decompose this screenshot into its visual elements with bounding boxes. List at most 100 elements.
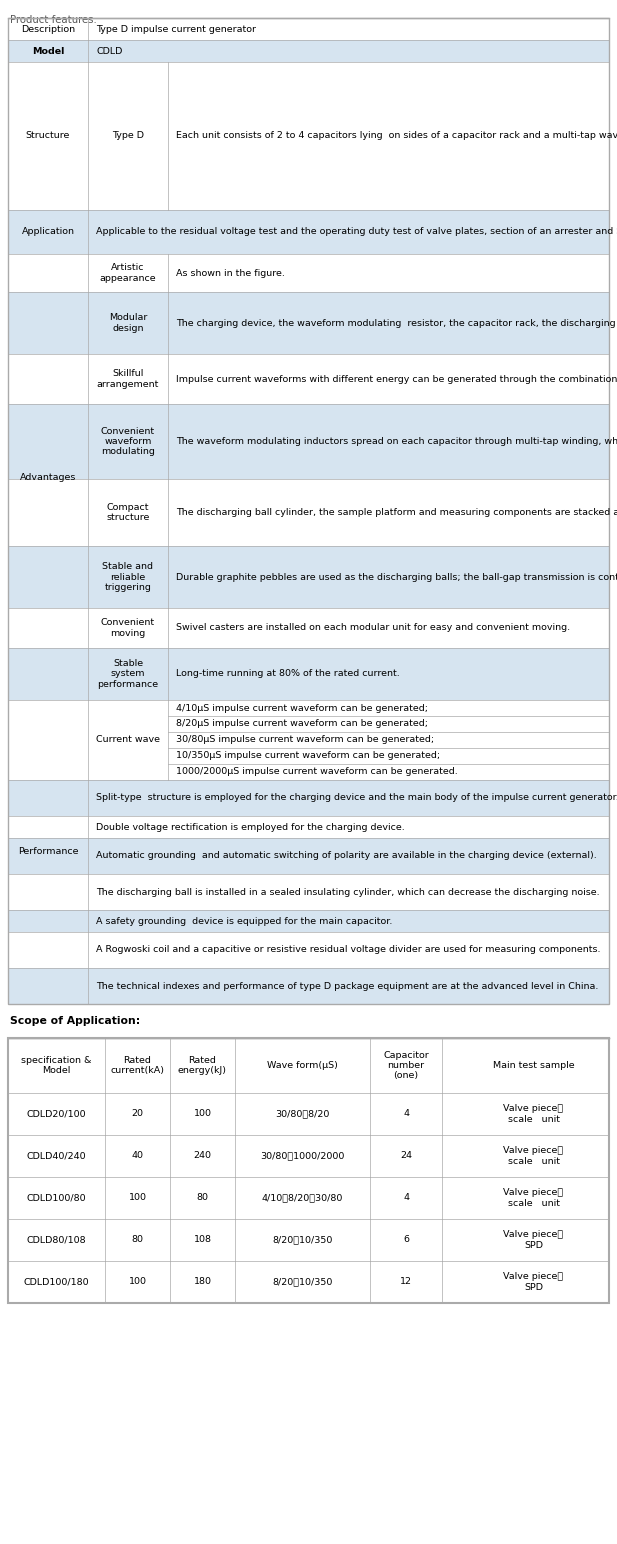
Text: Modular
design: Modular design [109,313,147,332]
Bar [8,62,609,210]
Text: Applicable to the residual voltage test and the operating duty test of valve pla: Applicable to the residual voltage test … [96,227,617,236]
Text: 4: 4 [403,1194,409,1203]
Text: Each unit consists of 2 to 4 capacitors lying  on sides of a capacitor rack and : Each unit consists of 2 to 4 capacitors … [176,131,617,141]
Bar [8,1038,609,1093]
Text: Convenient
moving: Convenient moving [101,618,155,638]
Bar [8,968,609,1004]
Text: Capacitor
number
(one): Capacitor number (one) [383,1050,429,1081]
Text: Scope of Application:: Scope of Application: [10,1016,140,1027]
Text: The charging device, the waveform modulating  resistor, the capacitor rack, the : The charging device, the waveform modula… [176,318,617,327]
Text: Type D impulse current generator: Type D impulse current generator [96,25,256,34]
Bar [8,479,609,547]
Bar [8,255,609,292]
Text: Product features:: Product features: [10,15,97,25]
Text: The discharging ball cylinder, the sample platform and measuring components are : The discharging ball cylinder, the sampl… [176,508,617,517]
Bar [8,933,609,968]
Text: 80: 80 [196,1194,209,1203]
Text: Split-type  structure is employed for the charging device and the main body of t: Split-type structure is employed for the… [96,794,617,803]
Bar [8,1038,609,1303]
Bar [8,780,609,815]
Text: 10/350μS impulse current waveform can be generated;: 10/350μS impulse current waveform can be… [176,752,440,761]
Text: As shown in the figure.: As shown in the figure. [176,269,285,278]
Text: Main test sample: Main test sample [493,1061,574,1070]
Text: The technical indexes and performance of type D package equipment are at the adv: The technical indexes and performance of… [96,982,598,991]
Text: 4/10、8/20、30/80: 4/10、8/20、30/80 [262,1194,343,1203]
Text: Description: Description [21,25,75,34]
Text: 24: 24 [400,1152,412,1161]
Text: 80: 80 [131,1235,144,1244]
Text: 180: 180 [194,1277,212,1286]
Text: CDLD20/100: CDLD20/100 [27,1110,86,1118]
Text: 100: 100 [194,1110,212,1118]
Text: The discharging ball is installed in a sealed insulating cylinder, which can dec: The discharging ball is installed in a s… [96,888,600,897]
Text: 100: 100 [128,1194,146,1203]
Text: 6: 6 [403,1235,409,1244]
Text: CDLD100/80: CDLD100/80 [27,1194,86,1203]
Bar [8,40,609,62]
Text: Application: Application [22,227,75,236]
Text: 30/80、1000/2000: 30/80、1000/2000 [260,1152,345,1161]
Bar [8,1177,609,1220]
Bar [8,838,609,874]
Text: Valve piece、
scale   unit: Valve piece、 scale unit [503,1104,563,1124]
Text: Durable graphite pebbles are used as the discharging balls; the ball-gap transmi: Durable graphite pebbles are used as the… [176,573,617,582]
Bar [8,547,609,608]
Text: 30/80、8/20: 30/80、8/20 [275,1110,329,1118]
Bar [8,1261,609,1303]
Text: 100: 100 [128,1277,146,1286]
Text: 4/10μS impulse current waveform can be generated;: 4/10μS impulse current waveform can be g… [176,704,428,712]
Bar [8,1220,609,1261]
Text: Valve piece、
scale   unit: Valve piece、 scale unit [503,1189,563,1207]
Text: Rated
current(kA): Rated current(kA) [110,1056,165,1075]
Text: CDLD: CDLD [96,46,122,56]
Text: specification &
Model: specification & Model [22,1056,92,1075]
Bar [8,648,609,699]
Text: Stable and
reliable
triggering: Stable and reliable triggering [102,562,154,591]
Text: Skillful
arrangement: Skillful arrangement [97,369,159,389]
Bar [8,292,609,354]
Text: 240: 240 [194,1152,212,1161]
Text: A safety grounding  device is equipped for the main capacitor.: A safety grounding device is equipped fo… [96,917,392,925]
Text: Stable
system
performance: Stable system performance [97,659,159,689]
Text: Valve piece、
SPD: Valve piece、 SPD [503,1231,563,1249]
Text: CDLD100/180: CDLD100/180 [23,1277,89,1286]
Bar [8,909,609,933]
Bar [8,608,609,648]
Text: 108: 108 [194,1235,212,1244]
Text: 30/80μS impulse current waveform can be generated;: 30/80μS impulse current waveform can be … [176,735,434,744]
Text: Model: Model [32,46,64,56]
Text: Advantages: Advantages [20,472,76,482]
Text: Double voltage rectification is employed for the charging device.: Double voltage rectification is employed… [96,823,405,832]
Bar [8,874,609,909]
Text: Wave form(μS): Wave form(μS) [267,1061,338,1070]
Text: Performance: Performance [18,848,78,857]
Text: CDLD80/108: CDLD80/108 [27,1235,86,1244]
Text: Valve piece、
scale   unit: Valve piece、 scale unit [503,1146,563,1166]
Text: Automatic grounding  and automatic switching of polarity are available in the ch: Automatic grounding and automatic switch… [96,851,597,860]
Text: 8/20μS impulse current waveform can be generated;: 8/20μS impulse current waveform can be g… [176,720,428,729]
Text: Artistic
appearance: Artistic appearance [100,264,156,283]
Text: 12: 12 [400,1277,412,1286]
Text: Current wave: Current wave [96,735,160,744]
Text: Rated
energy(kJ): Rated energy(kJ) [178,1056,227,1075]
Text: The waveform modulating inductors spread on each capacitor through multi-tap win: The waveform modulating inductors spread… [176,437,617,446]
Bar [8,1093,609,1135]
Text: Swivel casters are installed on each modular unit for easy and convenient moving: Swivel casters are installed on each mod… [176,624,570,633]
Text: 8/20、10/350: 8/20、10/350 [272,1235,333,1244]
Bar [8,19,609,1004]
Bar [8,210,609,255]
Text: Long-time running at 80% of the rated current.: Long-time running at 80% of the rated cu… [176,670,400,678]
Text: Structure: Structure [26,131,70,141]
Bar [8,19,609,40]
Text: Compact
structure: Compact structure [106,503,150,522]
Text: Impulse current waveforms with different energy can be generated through the com: Impulse current waveforms with different… [176,375,617,383]
Text: Valve piece、
SPD: Valve piece、 SPD [503,1272,563,1292]
Bar [8,699,609,780]
Bar [8,1135,609,1177]
Text: CDLD40/240: CDLD40/240 [27,1152,86,1161]
Bar [8,815,609,838]
Text: 4: 4 [403,1110,409,1118]
Text: A Rogwoski coil and a capacitive or resistive residual voltage divider are used : A Rogwoski coil and a capacitive or resi… [96,945,600,954]
Text: Type D: Type D [112,131,144,141]
Text: 8/20、10/350: 8/20、10/350 [272,1277,333,1286]
